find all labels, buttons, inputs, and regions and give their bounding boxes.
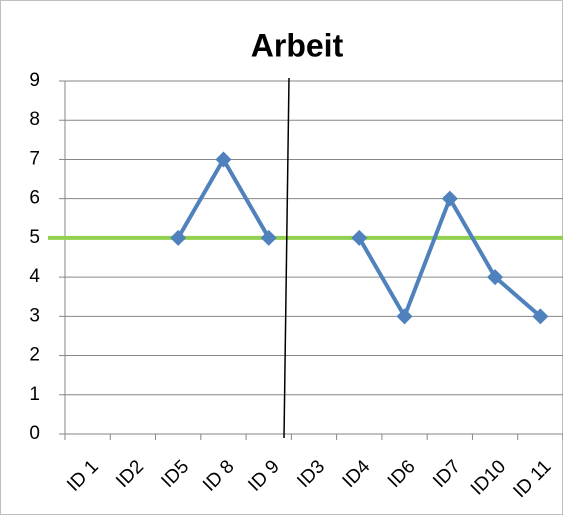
y-tick-label: 8 xyxy=(29,109,40,130)
data-point xyxy=(441,190,458,207)
data-point xyxy=(396,308,413,325)
y-tick-label: 0 xyxy=(29,423,40,444)
y-tick-label: 4 xyxy=(29,266,40,287)
y-tick-label: 5 xyxy=(29,227,40,248)
data-point xyxy=(532,308,549,325)
data-point xyxy=(487,269,504,286)
y-tick-label: 7 xyxy=(29,148,40,169)
data-point xyxy=(215,151,232,168)
y-tick-label: 1 xyxy=(29,384,40,405)
chart-title: Arbeit xyxy=(251,27,344,63)
y-tick-label: 6 xyxy=(29,188,40,209)
y-tick-label: 2 xyxy=(29,345,40,366)
data-point xyxy=(260,229,277,246)
y-tick-label: 9 xyxy=(29,70,40,91)
data-point xyxy=(170,229,187,246)
divider-line xyxy=(283,77,290,439)
y-tick-label: 3 xyxy=(29,305,40,326)
data-point xyxy=(351,229,368,246)
